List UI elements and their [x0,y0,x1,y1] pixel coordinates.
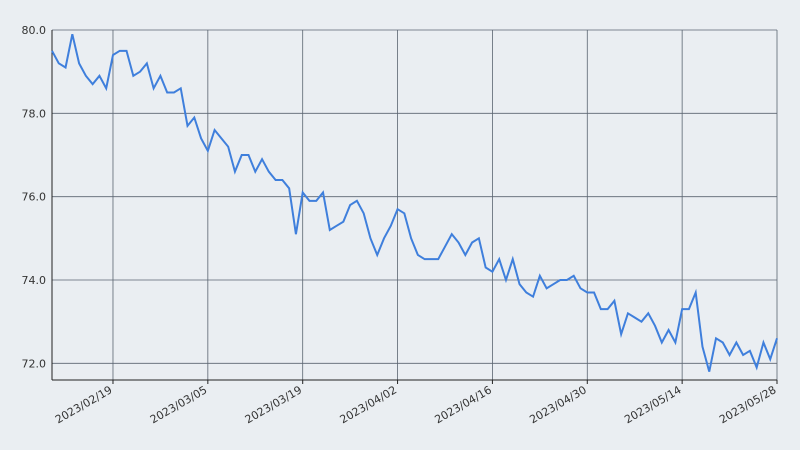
x-tick-label: 2023/05/28 [717,383,778,426]
plot-area [52,30,777,380]
x-tick-label: 2023/02/19 [53,383,114,426]
x-tick-label: 2023/03/19 [243,383,304,426]
x-tick-label: 2023/05/14 [622,383,683,426]
y-tick-label: 78.0 [22,107,47,120]
x-tick-label: 2023/04/02 [338,383,399,426]
y-tick-label: 80.0 [22,24,47,37]
x-tick-label: 2023/04/30 [527,383,588,426]
x-tick-label: 2023/04/16 [433,383,494,426]
y-tick-label: 76.0 [22,191,47,204]
y-tick-label: 74.0 [22,274,47,287]
x-tick-label: 2023/03/05 [148,383,209,426]
y-tick-label: 72.0 [22,357,47,370]
line-series [51,33,778,372]
